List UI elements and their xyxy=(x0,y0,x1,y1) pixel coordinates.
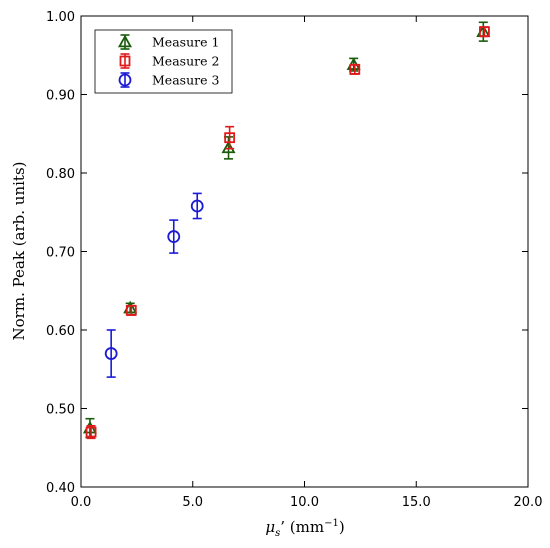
y-tick-label: 0.40 xyxy=(46,481,75,496)
y-tick-label: 1.00 xyxy=(46,10,75,25)
data-point xyxy=(221,140,236,154)
data-marks xyxy=(82,21,491,440)
y-tick-label: 0.90 xyxy=(46,89,75,104)
legend-marker xyxy=(117,34,133,48)
y-tick-label: 0.80 xyxy=(46,167,75,182)
data-point xyxy=(104,347,118,360)
plot-frame xyxy=(80,15,529,488)
data-point xyxy=(125,304,137,316)
y-tick-label: 0.60 xyxy=(46,324,75,339)
x-tick-label: 15.0 xyxy=(402,495,431,510)
legend-label: Measure 2 xyxy=(152,54,219,69)
legend-label: Measure 3 xyxy=(152,73,219,88)
legend-marker xyxy=(118,73,132,87)
x-axis-title-subscript: s xyxy=(275,528,280,539)
data-point xyxy=(167,230,181,243)
x-axis-title-unit: ’ (mm xyxy=(280,518,324,536)
x-axis-title: μs’ (mm−1) xyxy=(265,518,344,539)
series-2 xyxy=(85,26,490,440)
data-point xyxy=(479,26,490,38)
x-tick-label: 0.0 xyxy=(71,495,92,510)
data-point xyxy=(349,63,361,75)
axis-ticks: 0.0 5.0 10.0 15.0 20.0 0.40 0.50 0.60 0.70 0.80 0.… xyxy=(46,10,542,510)
x-axis-title-superscript: −1 xyxy=(324,518,339,529)
x-tick-label: 10.0 xyxy=(290,495,319,510)
y-tick-label: 0.70 xyxy=(46,246,75,261)
legend-box xyxy=(94,29,233,94)
legend: Measure 1 Measure 2 Measure 3 xyxy=(94,29,233,94)
y-tick-label: 0.50 xyxy=(46,403,75,418)
data-point xyxy=(190,199,204,213)
y-axis-title: Norm. Peak (arb. units) xyxy=(10,162,28,341)
data-point xyxy=(85,426,97,438)
legend-marker xyxy=(119,55,131,67)
x-tick-label: 20.0 xyxy=(514,495,543,510)
x-tick-label: 5.0 xyxy=(182,495,203,510)
series-3 xyxy=(104,192,204,378)
legend-label: Measure 1 xyxy=(152,35,219,50)
x-axis-title-close: ) xyxy=(339,518,345,536)
x-axis-title-symbol: μ xyxy=(265,518,275,536)
data-point xyxy=(224,132,236,144)
